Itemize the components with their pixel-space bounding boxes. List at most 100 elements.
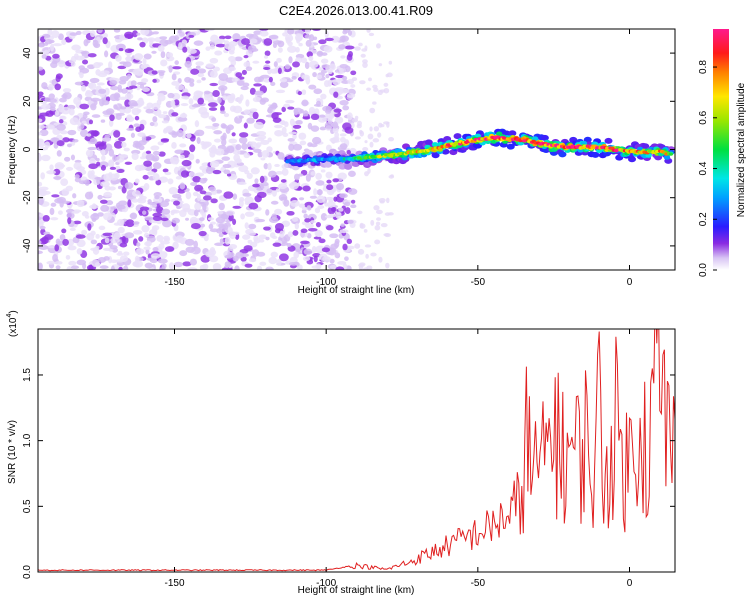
heatmap-cell [332, 178, 340, 183]
heatmap-cell [108, 172, 113, 177]
heatmap-cell [200, 223, 206, 228]
heatmap-cell [67, 245, 77, 251]
heatmap-cell [74, 177, 81, 183]
heatmap-cell [339, 64, 349, 69]
heatmap-cell [195, 172, 205, 177]
heatmap-cell [191, 104, 201, 108]
x-tick-label: -50 [471, 277, 486, 288]
heatmap-cell [276, 57, 282, 63]
heatmap-cell [344, 201, 351, 207]
heatmap-cell [101, 137, 112, 142]
heatmap-cell [265, 236, 270, 241]
heatmap-cell [275, 170, 284, 175]
heatmap-cell [199, 217, 205, 222]
heatmap-cell [274, 129, 284, 137]
heatmap-cell [273, 61, 278, 68]
heatmap-cell [325, 171, 333, 179]
heatmap-cell [121, 88, 128, 94]
heatmap-cell [53, 168, 61, 176]
heatmap-cell [96, 82, 105, 86]
heatmap-cell [40, 103, 51, 110]
heatmap-cell [86, 133, 92, 137]
heatmap-cell [200, 111, 210, 119]
heatmap-cell [334, 116, 344, 124]
heatmap-cell [335, 74, 345, 79]
heatmap-cell [151, 225, 160, 231]
heatmap-cell [260, 157, 266, 161]
heatmap-cell [272, 242, 282, 247]
heatmap-cell [287, 45, 297, 53]
heatmap-cell [350, 70, 357, 76]
heatmap-cell [223, 169, 231, 175]
heatmap-cell [271, 188, 277, 197]
heatmap-cell [175, 84, 185, 91]
heatmap-cell [279, 81, 289, 89]
heatmap-cell [124, 232, 135, 239]
heatmap-cell [39, 189, 47, 197]
heatmap-cell [170, 99, 176, 108]
heatmap-cell [346, 93, 356, 99]
heatmap-cell [110, 265, 115, 270]
heatmap-cell [201, 77, 206, 81]
heatmap-cell [275, 188, 280, 193]
heatmap-cell [263, 163, 269, 170]
heatmap-cell [280, 179, 287, 183]
heatmap-cell [334, 131, 340, 139]
heatmap-cell [313, 188, 318, 196]
heatmap-cell [271, 213, 277, 220]
heatmap-cell [210, 198, 218, 204]
heatmap-cell [133, 260, 144, 268]
heatmap-cell [51, 60, 58, 64]
heatmap-cell [187, 48, 197, 54]
heatmap-cell [288, 143, 295, 151]
heatmap-cell [284, 64, 291, 70]
heatmap-cell [308, 106, 316, 114]
heatmap-cell [155, 179, 162, 186]
heatmap-cell [38, 198, 44, 206]
heatmap-cell [145, 108, 154, 114]
heatmap-cell [98, 142, 107, 151]
heatmap-cell [155, 206, 164, 214]
heatmap-cell [219, 110, 226, 114]
heatmap-cell [270, 81, 276, 87]
heatmap-cell [266, 146, 273, 153]
heatmap-cell [160, 51, 166, 59]
heatmap-cell [204, 125, 215, 129]
heatmap-cell [76, 248, 83, 255]
heatmap-cell [253, 83, 262, 87]
heatmap-cell [54, 244, 60, 252]
heatmap-cell [335, 211, 342, 219]
heatmap-cell [159, 36, 168, 40]
heatmap-cell [388, 60, 393, 65]
heatmap-cell [118, 266, 123, 270]
heatmap-cell [334, 240, 340, 248]
heatmap-cell [313, 88, 323, 95]
heatmap-cell [108, 159, 115, 166]
heatmap-cell [168, 187, 179, 195]
heatmap-cell [279, 78, 288, 83]
heatmap-cell [143, 183, 150, 191]
heatmap-cell [204, 94, 209, 101]
heatmap-cell [185, 246, 196, 253]
heatmap-cell [76, 199, 85, 208]
heatmap-cell [307, 213, 317, 221]
heatmap-cell [383, 88, 390, 94]
heatmap-cell [294, 222, 300, 230]
heatmap-cell [70, 265, 80, 270]
heatmap-cell [142, 174, 149, 180]
heatmap-cell [181, 203, 191, 211]
heatmap-cell [186, 133, 192, 139]
heatmap-cell [226, 94, 236, 101]
heatmap-cell [237, 181, 247, 186]
heatmap-cell [61, 38, 67, 46]
colorbar-tick-label: 0.8 [698, 60, 709, 74]
heatmap-cell [131, 107, 141, 116]
heatmap-cell [99, 199, 108, 204]
heatmap-cell [121, 141, 127, 148]
heatmap-cell [344, 163, 353, 170]
heatmap-cell [162, 168, 169, 173]
heatmap-cell [127, 48, 135, 52]
heatmap-cell [221, 138, 227, 146]
colorbar-label: Normalized spectral amplitude [736, 82, 747, 217]
heatmap-cell [222, 95, 228, 101]
